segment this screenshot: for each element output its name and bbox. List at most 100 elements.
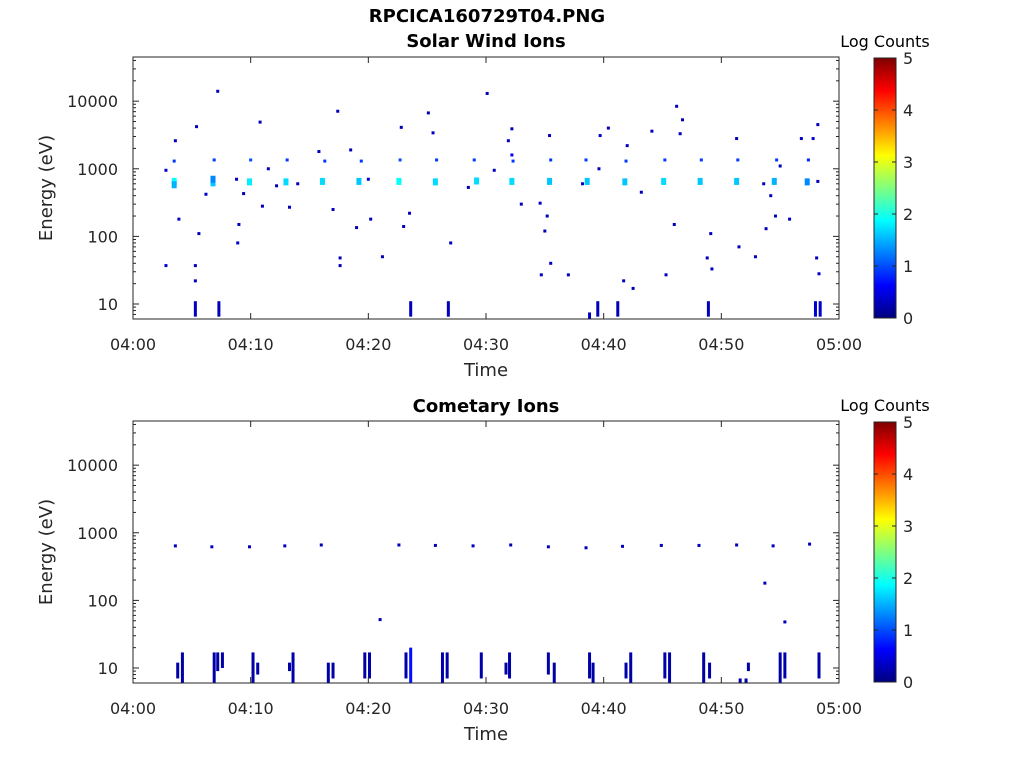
- data-cell: [317, 150, 321, 154]
- panel-title: Cometary Ions: [413, 396, 560, 417]
- data-cell: [433, 543, 437, 547]
- data-column: [817, 652, 821, 679]
- data-cell: [171, 181, 177, 189]
- data-cell: [773, 214, 777, 218]
- data-cell: [336, 109, 340, 113]
- y-tick-label: 1000: [77, 524, 118, 543]
- y-tick-label: 1000: [77, 160, 118, 179]
- data-column: [251, 652, 255, 683]
- data-cell: [661, 177, 667, 185]
- data-cell: [511, 159, 515, 163]
- data-cell: [356, 177, 362, 185]
- data-column: [596, 301, 600, 317]
- data-cell: [735, 543, 739, 547]
- y-axis: 10 100 1000 10000: [67, 423, 839, 684]
- data-column: [738, 678, 742, 683]
- data-cell: [699, 158, 703, 162]
- data-cell: [622, 279, 626, 283]
- data-cell: [697, 177, 703, 185]
- colorbar-label: Log Counts: [840, 32, 930, 51]
- data-cell: [197, 232, 201, 236]
- data-cell: [548, 134, 552, 138]
- x-axis: 04:00 04:10 04:20 04:30 04:40 04:50 05:00: [110, 57, 862, 354]
- x-axis: 04:00 04:10 04:20 04:30 04:40 04:50 05:00: [110, 421, 862, 718]
- data-cell: [736, 158, 740, 162]
- y-axis: 10 100 1000 10000: [67, 59, 839, 320]
- data-cell: [672, 222, 676, 226]
- data-cell: [359, 159, 363, 163]
- data-cell: [675, 104, 679, 108]
- colorbar: [874, 58, 896, 318]
- colorbar-tick-label: 1: [903, 257, 913, 276]
- data-cell: [173, 139, 177, 143]
- data-column: [591, 662, 595, 683]
- data-cell: [164, 264, 168, 268]
- data-cell: [769, 194, 773, 198]
- data-cell: [349, 148, 353, 152]
- colorbar-tick-label: 5: [903, 49, 913, 68]
- data-cell: [369, 217, 373, 221]
- figure-title: RPCICA160729T04.PNG: [368, 6, 606, 27]
- data-cell: [331, 207, 335, 211]
- colorbar-frame: [873, 57, 897, 319]
- data-cell: [566, 273, 570, 277]
- plot-area: [173, 542, 821, 683]
- data-cell: [664, 273, 668, 277]
- data-cell: [783, 620, 787, 624]
- data-cell: [399, 125, 403, 129]
- data-cell: [597, 167, 601, 171]
- data-cell: [426, 111, 430, 115]
- data-cell: [466, 185, 470, 189]
- x-tick-label: 04:50: [698, 335, 744, 354]
- data-cell: [709, 232, 713, 236]
- data-column: [180, 652, 184, 683]
- y-axis-label: Energy (eV): [36, 499, 57, 605]
- data-cell: [697, 543, 701, 547]
- data-cell: [737, 245, 741, 249]
- data-cell: [355, 226, 359, 230]
- data-cell: [788, 217, 792, 221]
- data-cell: [631, 286, 635, 290]
- data-cell: [283, 178, 289, 186]
- data-column: [708, 662, 712, 679]
- data-cell: [584, 177, 590, 185]
- data-cell: [319, 177, 325, 185]
- data-cell: [283, 544, 287, 548]
- x-axis-label: Time: [463, 360, 508, 381]
- data-cell: [212, 158, 216, 162]
- data-cell: [432, 178, 438, 186]
- y-tick-label: 100: [87, 227, 118, 246]
- colorbar-tick-label: 3: [903, 153, 913, 172]
- x-tick-label: 04:20: [345, 699, 391, 718]
- data-cell: [509, 543, 513, 547]
- data-column: [588, 652, 592, 679]
- data-cell: [775, 158, 779, 162]
- data-cell: [378, 618, 382, 622]
- data-cell: [762, 182, 766, 186]
- data-cell: [435, 158, 439, 162]
- data-cell: [606, 126, 610, 130]
- data-column: [217, 301, 221, 317]
- data-cell: [210, 175, 216, 183]
- data-cell: [764, 227, 768, 231]
- x-tick-label: 04:10: [228, 699, 274, 718]
- data-cell: [771, 177, 777, 185]
- data-cell: [366, 177, 370, 181]
- colorbar-tick-label: 0: [903, 673, 913, 692]
- data-column: [291, 652, 295, 683]
- data-column: [746, 662, 750, 672]
- data-cell: [177, 217, 181, 221]
- data-column: [479, 652, 483, 679]
- data-cell: [622, 178, 628, 186]
- data-cell: [650, 129, 654, 133]
- data-column: [193, 301, 197, 317]
- data-cell: [258, 120, 262, 124]
- data-cell: [164, 168, 168, 172]
- data-column: [445, 652, 449, 679]
- data-cell: [380, 255, 384, 259]
- data-cell: [598, 134, 602, 138]
- data-column: [216, 652, 220, 672]
- data-cell: [547, 177, 553, 185]
